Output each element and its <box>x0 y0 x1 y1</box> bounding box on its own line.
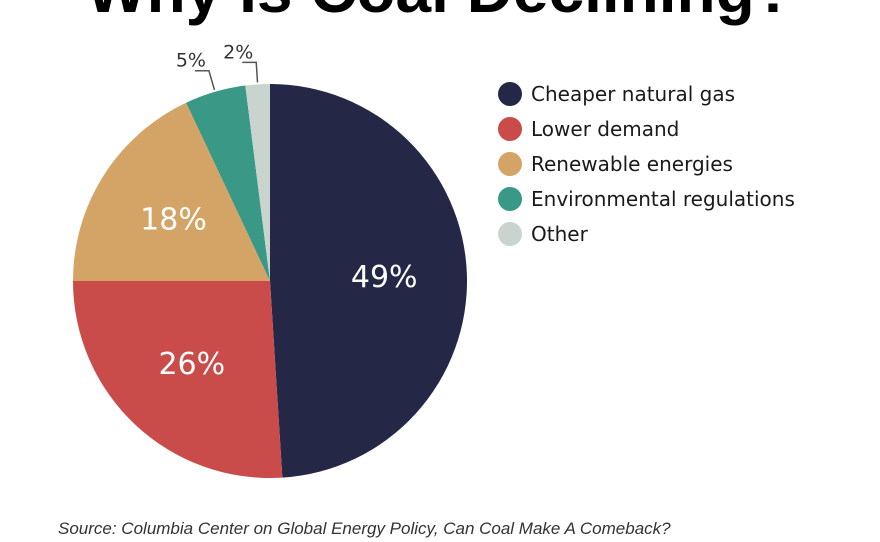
slice-label-renewable-energies: 18% <box>140 202 207 237</box>
legend-item-lower-demand: Lower demand <box>498 111 795 146</box>
pie-slice-other <box>245 84 270 281</box>
legend-label-lower-demand: Lower demand <box>531 116 680 141</box>
legend-swatch-other <box>498 221 522 246</box>
slice-label-cheaper-natural-gas: 49% <box>351 260 418 295</box>
callout-line-environmental-regulations <box>194 69 216 91</box>
pie-slice-environmental-regulations <box>186 85 270 281</box>
chart-title: Why Is Coal Declining? <box>0 0 880 22</box>
legend-swatch-environmental-regulations <box>498 186 522 211</box>
slice-label-environmental-regulations: 5% <box>176 50 206 72</box>
legend-label-environmental-regulations: Environmental regulations <box>531 186 795 211</box>
legend-swatch-renewable-energies <box>498 151 522 176</box>
slice-label-lower-demand: 26% <box>158 347 225 382</box>
legend-label-renewable-energies: Renewable energies <box>531 151 733 176</box>
callout-line-other <box>242 61 259 83</box>
legend: Cheaper natural gas Lower demand Renewable… <box>498 76 795 251</box>
legend-item-renewable-energies: Renewable energies <box>498 146 795 181</box>
pie-slice-lower-demand <box>73 281 283 479</box>
pie-slice-renewable-energies <box>73 102 270 281</box>
legend-swatch-lower-demand <box>498 116 522 141</box>
legend-item-environmental-regulations: Environmental regulations <box>498 181 795 216</box>
legend-item-cheaper-natural-gas: Cheaper natural gas <box>498 76 795 111</box>
source-note: Source: Columbia Center on Global Energy… <box>58 519 671 538</box>
legend-item-other: Other <box>498 216 795 251</box>
legend-swatch-cheaper-natural-gas <box>498 81 522 106</box>
slice-label-other: 2% <box>223 41 253 63</box>
legend-label-other: Other <box>531 221 588 246</box>
legend-label-cheaper-natural-gas: Cheaper natural gas <box>531 81 735 106</box>
pie-slice-cheaper-natural-gas <box>270 84 468 478</box>
